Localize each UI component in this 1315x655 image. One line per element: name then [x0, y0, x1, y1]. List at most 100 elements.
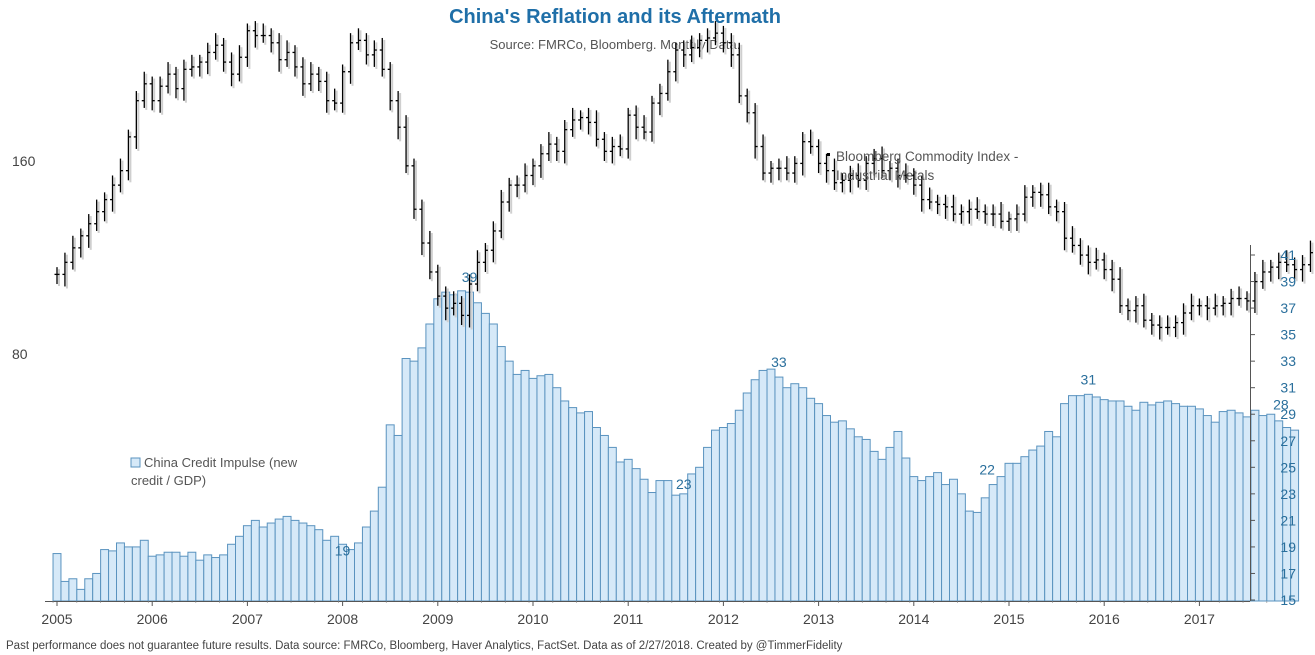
credit-impulse-bar — [528, 377, 538, 602]
credit-impulse-bar — [647, 492, 657, 602]
credit-impulse-bar — [480, 312, 490, 602]
credit-impulse-bar — [1044, 430, 1054, 602]
metals-ohlc-bars — [54, 21, 1314, 342]
credit-impulse-bar — [996, 476, 1006, 602]
credit-impulse-bar — [314, 529, 324, 602]
credit-impulse-bar — [909, 476, 919, 602]
left-tick-label: 80 — [12, 346, 28, 362]
credit-impulse-bar — [409, 360, 419, 602]
credit-impulse-bar — [266, 522, 276, 602]
credit-impulse-bar — [877, 458, 887, 602]
x-tick-label: 2013 — [803, 611, 834, 627]
credit-impulse-bar — [242, 525, 252, 602]
right-tick-label: 35 — [1280, 327, 1296, 343]
credit-impulse-bar — [988, 484, 998, 602]
credit-impulse-bar — [1163, 400, 1173, 602]
right-tick-label: 33 — [1280, 353, 1296, 369]
credit-impulse-bar — [552, 387, 562, 602]
credit-impulse-bar — [1234, 412, 1244, 602]
bar-annotation: 33 — [771, 354, 787, 370]
credit-impulse-bar — [1266, 413, 1276, 602]
credit-impulse-bar — [663, 480, 673, 602]
credit-impulse-bar — [885, 446, 895, 602]
credit-impulse-bar — [1226, 409, 1236, 602]
credit-impulse-bar — [1218, 411, 1228, 602]
credit-impulse-bar — [1139, 401, 1149, 602]
credit-impulse-bar — [592, 427, 601, 602]
bar-annotation: 39 — [462, 269, 478, 285]
credit-impulse-bar — [496, 346, 506, 602]
credit-impulse-bar — [211, 557, 221, 602]
credit-impulse-bar — [227, 543, 237, 602]
x-tick-label: 2010 — [517, 611, 548, 627]
credit-impulse-bar — [282, 515, 292, 602]
credit-impulse-bar — [441, 291, 451, 602]
right-tick-label: 23 — [1280, 486, 1296, 502]
credit-impulse-bar — [584, 411, 594, 602]
x-tick-label: 2012 — [708, 611, 739, 627]
credit-impulse-bar — [1131, 409, 1141, 602]
credit-impulse-bar — [798, 387, 808, 602]
credit-impulse-bar — [290, 519, 300, 602]
credit-impulse-bar — [544, 373, 554, 602]
credit-impulse-bar — [306, 525, 316, 602]
right-tick-label: 19 — [1280, 539, 1296, 555]
right-tick-label: 29 — [1280, 406, 1296, 422]
credit-impulse-bar — [822, 415, 832, 602]
axis-labels: 2005 2006 2007 2008 2009 2010 2011 2012 2013 2014… — [12, 153, 1296, 627]
credit-impulse-bar — [687, 473, 697, 602]
credit-impulse-bar — [806, 397, 816, 602]
right-tick-label: 37 — [1280, 300, 1296, 316]
credit-impulse-bar — [1202, 415, 1212, 602]
credit-impulse-bar — [1242, 416, 1252, 602]
credit-impulse-bar — [377, 486, 387, 602]
bar-annotation: 28 — [1273, 397, 1289, 413]
credit-impulse-bar — [1052, 436, 1062, 602]
credit-impulse-bar — [1155, 401, 1165, 602]
credit-impulse-bar — [964, 510, 974, 602]
credit-impulse-bar — [1123, 405, 1133, 602]
credit-impulse-bar — [718, 427, 728, 602]
credit-impulse-bar — [1187, 405, 1196, 602]
credit-impulse-bar — [607, 446, 617, 602]
chart-canvas: 2005 2006 2007 2008 2009 2010 2011 2012 2013 2014… — [12, 21, 1314, 627]
credit-impulse-bar — [623, 458, 633, 602]
credit-impulse-bar — [599, 434, 609, 602]
credit-impulse-bar — [68, 578, 78, 602]
right-tick-label: 39 — [1280, 274, 1296, 290]
credit-impulse-bar — [758, 369, 768, 602]
annotations: 39 19 23 33 22 31 28 — [335, 269, 1289, 558]
credit-impulse-bar — [695, 466, 705, 602]
credit-impulse-bar — [861, 438, 871, 602]
credit-impulse-bar — [837, 420, 847, 602]
credit-impulse-bar — [187, 551, 197, 602]
credit-impulse-bar — [401, 358, 411, 602]
x-tick-label: 2007 — [232, 611, 263, 627]
x-tick-label: 2005 — [41, 611, 72, 627]
credit-impulse-bar — [116, 542, 125, 602]
x-tick-label: 2011 — [613, 611, 643, 627]
credit-impulse-bar — [925, 476, 935, 602]
credit-impulse-bar — [845, 428, 855, 602]
credit-impulse-bar — [734, 409, 744, 602]
credit-impulse-bar — [84, 578, 94, 602]
credit-impulse-bar — [195, 559, 205, 602]
credit-impulse-bar — [1210, 421, 1220, 602]
credit-impulse-bar — [1060, 403, 1069, 602]
chart-title: China's Reflation and its Aftermath — [449, 6, 781, 28]
credit-impulse-bar — [1179, 405, 1188, 602]
credit-impulse-bar — [893, 430, 903, 602]
credit-impulse-bar — [298, 522, 308, 602]
x-tick-label: 2009 — [422, 611, 453, 627]
credit-impulse-bar — [869, 450, 879, 602]
bar-annotation: 31 — [1081, 371, 1097, 387]
credit-impulse-bar — [449, 294, 459, 602]
credit-impulse-bar — [425, 323, 435, 602]
credit-impulse-bar — [274, 518, 284, 602]
credit-impulse-bar — [782, 387, 792, 602]
credit-impulse-bar — [1091, 396, 1101, 602]
credit-impulse-bar — [258, 526, 268, 602]
credit-impulse-bar — [1083, 393, 1093, 602]
credit-impulse-bar — [250, 519, 260, 602]
credit-impulse-bar — [52, 553, 62, 602]
